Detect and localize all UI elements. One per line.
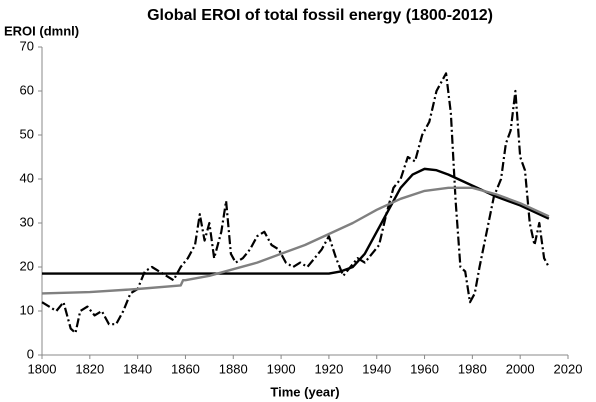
y-tick-label: 20 bbox=[20, 258, 34, 273]
y-tick-label: 50 bbox=[20, 126, 34, 141]
x-tick-label: 1920 bbox=[314, 361, 343, 376]
x-tick-label: 2000 bbox=[506, 361, 535, 376]
chart-title: Global EROI of total fossil energy (1800… bbox=[147, 7, 493, 24]
y-tick-label: 70 bbox=[20, 38, 34, 53]
data-line bbox=[41, 72, 550, 335]
y-tick-label: 60 bbox=[20, 82, 34, 97]
y-tick-label: 30 bbox=[20, 214, 34, 229]
y-tick-label: 40 bbox=[20, 170, 34, 185]
x-tick-label: 1960 bbox=[410, 361, 439, 376]
x-tick-label: 1840 bbox=[123, 361, 152, 376]
x-tick-label: 1820 bbox=[75, 361, 104, 376]
y-tick-label: 0 bbox=[27, 346, 34, 361]
x-axis-label: Time (year) bbox=[270, 384, 339, 399]
x-tick-label: 1900 bbox=[267, 361, 296, 376]
data-line bbox=[42, 167, 550, 275]
y-axis-label: EROI (dmnl) bbox=[4, 23, 79, 38]
x-tick-label: 1880 bbox=[219, 361, 248, 376]
x-tick-label: 1980 bbox=[458, 361, 487, 376]
y-tick-label: 10 bbox=[20, 302, 34, 317]
x-tick-label: 1800 bbox=[28, 361, 57, 376]
x-tick-label: 1860 bbox=[171, 361, 200, 376]
x-tick-label: 1940 bbox=[362, 361, 391, 376]
x-tick-label: 2020 bbox=[554, 361, 583, 376]
data-line bbox=[41, 186, 550, 295]
